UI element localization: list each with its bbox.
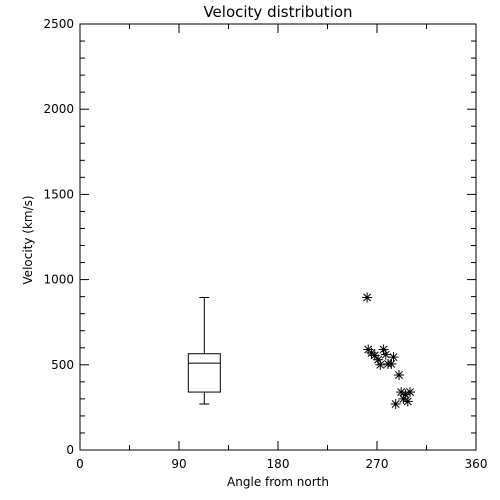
scatter-point: [390, 398, 401, 409]
y-tick-label: 500: [51, 358, 74, 372]
asterisk-stroke: [379, 345, 388, 354]
interquartile-box: [187, 353, 221, 393]
y-tick-label: 2500: [43, 17, 74, 31]
scatter-point: [402, 396, 413, 407]
asterisk-stroke: [367, 348, 376, 357]
scatter-points: [362, 292, 415, 409]
y-tick-label: 0: [66, 443, 74, 457]
scatter-point: [375, 359, 386, 370]
scatter-point: [386, 358, 397, 369]
chart-title: Velocity distribution: [203, 3, 352, 21]
x-tick-label: 0: [76, 457, 84, 471]
x-tick-label: 360: [465, 457, 488, 471]
asterisk-stroke: [381, 350, 390, 359]
x-tick-label: 180: [267, 457, 290, 471]
x-tick-label: 90: [171, 457, 186, 471]
asterisk-stroke: [376, 360, 385, 369]
scatter-point: [405, 387, 415, 398]
asterisk-stroke: [363, 293, 372, 302]
scatter-point: [388, 352, 399, 363]
asterisk-stroke: [397, 388, 406, 397]
y-tick-label: 2000: [43, 102, 74, 116]
asterisk-stroke: [406, 388, 414, 397]
scatter-point: [394, 370, 404, 381]
y-axis-ticks: 0 500 1000 1500 2000 2500: [43, 17, 476, 457]
asterisk-stroke: [395, 371, 403, 379]
asterisk-stroke: [374, 355, 383, 364]
x-axis-ticks: 0 90 180 270 360: [76, 24, 487, 471]
box-plot: [187, 296, 221, 405]
asterisk-stroke: [389, 353, 398, 362]
x-tick-label: 270: [366, 457, 389, 471]
scatter-point: [380, 349, 391, 360]
scatter-point: [362, 292, 373, 303]
x-axis-label: Angle from north: [227, 475, 329, 489]
y-axis-label: Velocity (km/s): [21, 195, 35, 284]
asterisk-stroke: [403, 397, 412, 406]
y-tick-label: 1000: [43, 273, 74, 287]
y-tick-label: 1500: [43, 187, 74, 201]
asterisk-stroke: [391, 400, 400, 408]
asterisk-stroke: [370, 351, 379, 360]
